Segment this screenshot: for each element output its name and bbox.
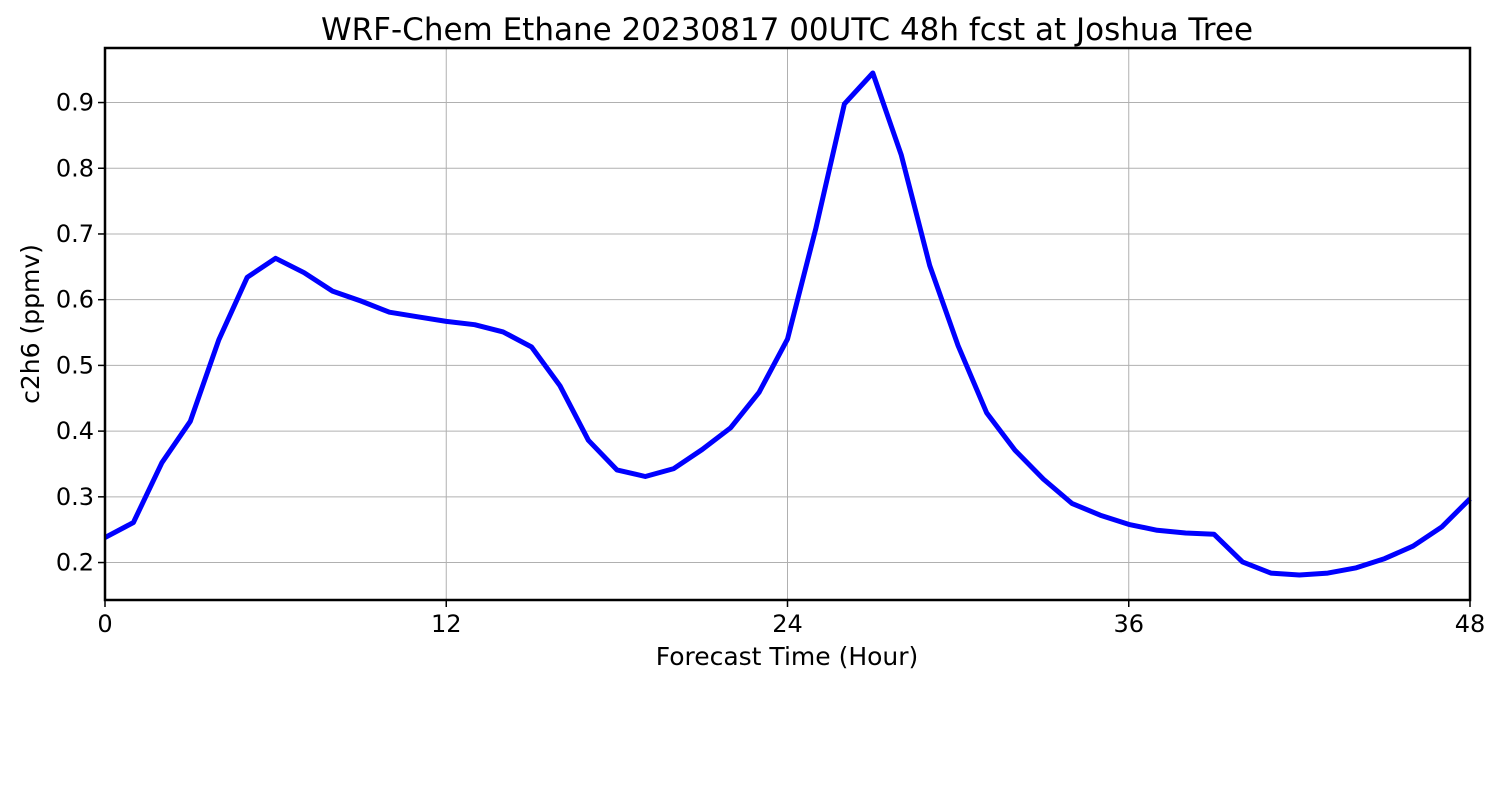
y-tick-label: 0.6: [56, 286, 94, 314]
y-tick-label: 0.2: [56, 549, 94, 577]
axis-ticks: 0 12 24 36 48 0.2 0.3 0.4 0.5 0.6 0.7 0.8 0.9: [56, 89, 1485, 638]
series-lines: [103, 70, 1472, 578]
x-tick-label: 48: [1455, 610, 1486, 638]
x-tick-label: 24: [772, 610, 803, 638]
series-line: [103, 70, 1472, 578]
y-tick-label: 0.7: [56, 220, 94, 248]
chart-title: WRF-Chem Ethane 20230817 00UTC 48h fcst …: [321, 12, 1253, 48]
x-tick-label: 12: [431, 610, 462, 638]
grid-lines: [104, 48, 1471, 600]
y-axis-label: c2h6 (ppmv): [16, 244, 45, 404]
y-tick-label: 0.4: [56, 417, 94, 445]
y-tick-label: 0.8: [56, 154, 94, 182]
y-tick-label: 0.9: [56, 89, 94, 117]
y-tick-label: 0.3: [56, 483, 94, 511]
x-tick-label: 0: [97, 610, 112, 638]
x-tick-label: 36: [1113, 610, 1144, 638]
x-axis-label: Forecast Time (Hour): [656, 642, 919, 671]
y-tick-label: 0.5: [56, 351, 94, 379]
